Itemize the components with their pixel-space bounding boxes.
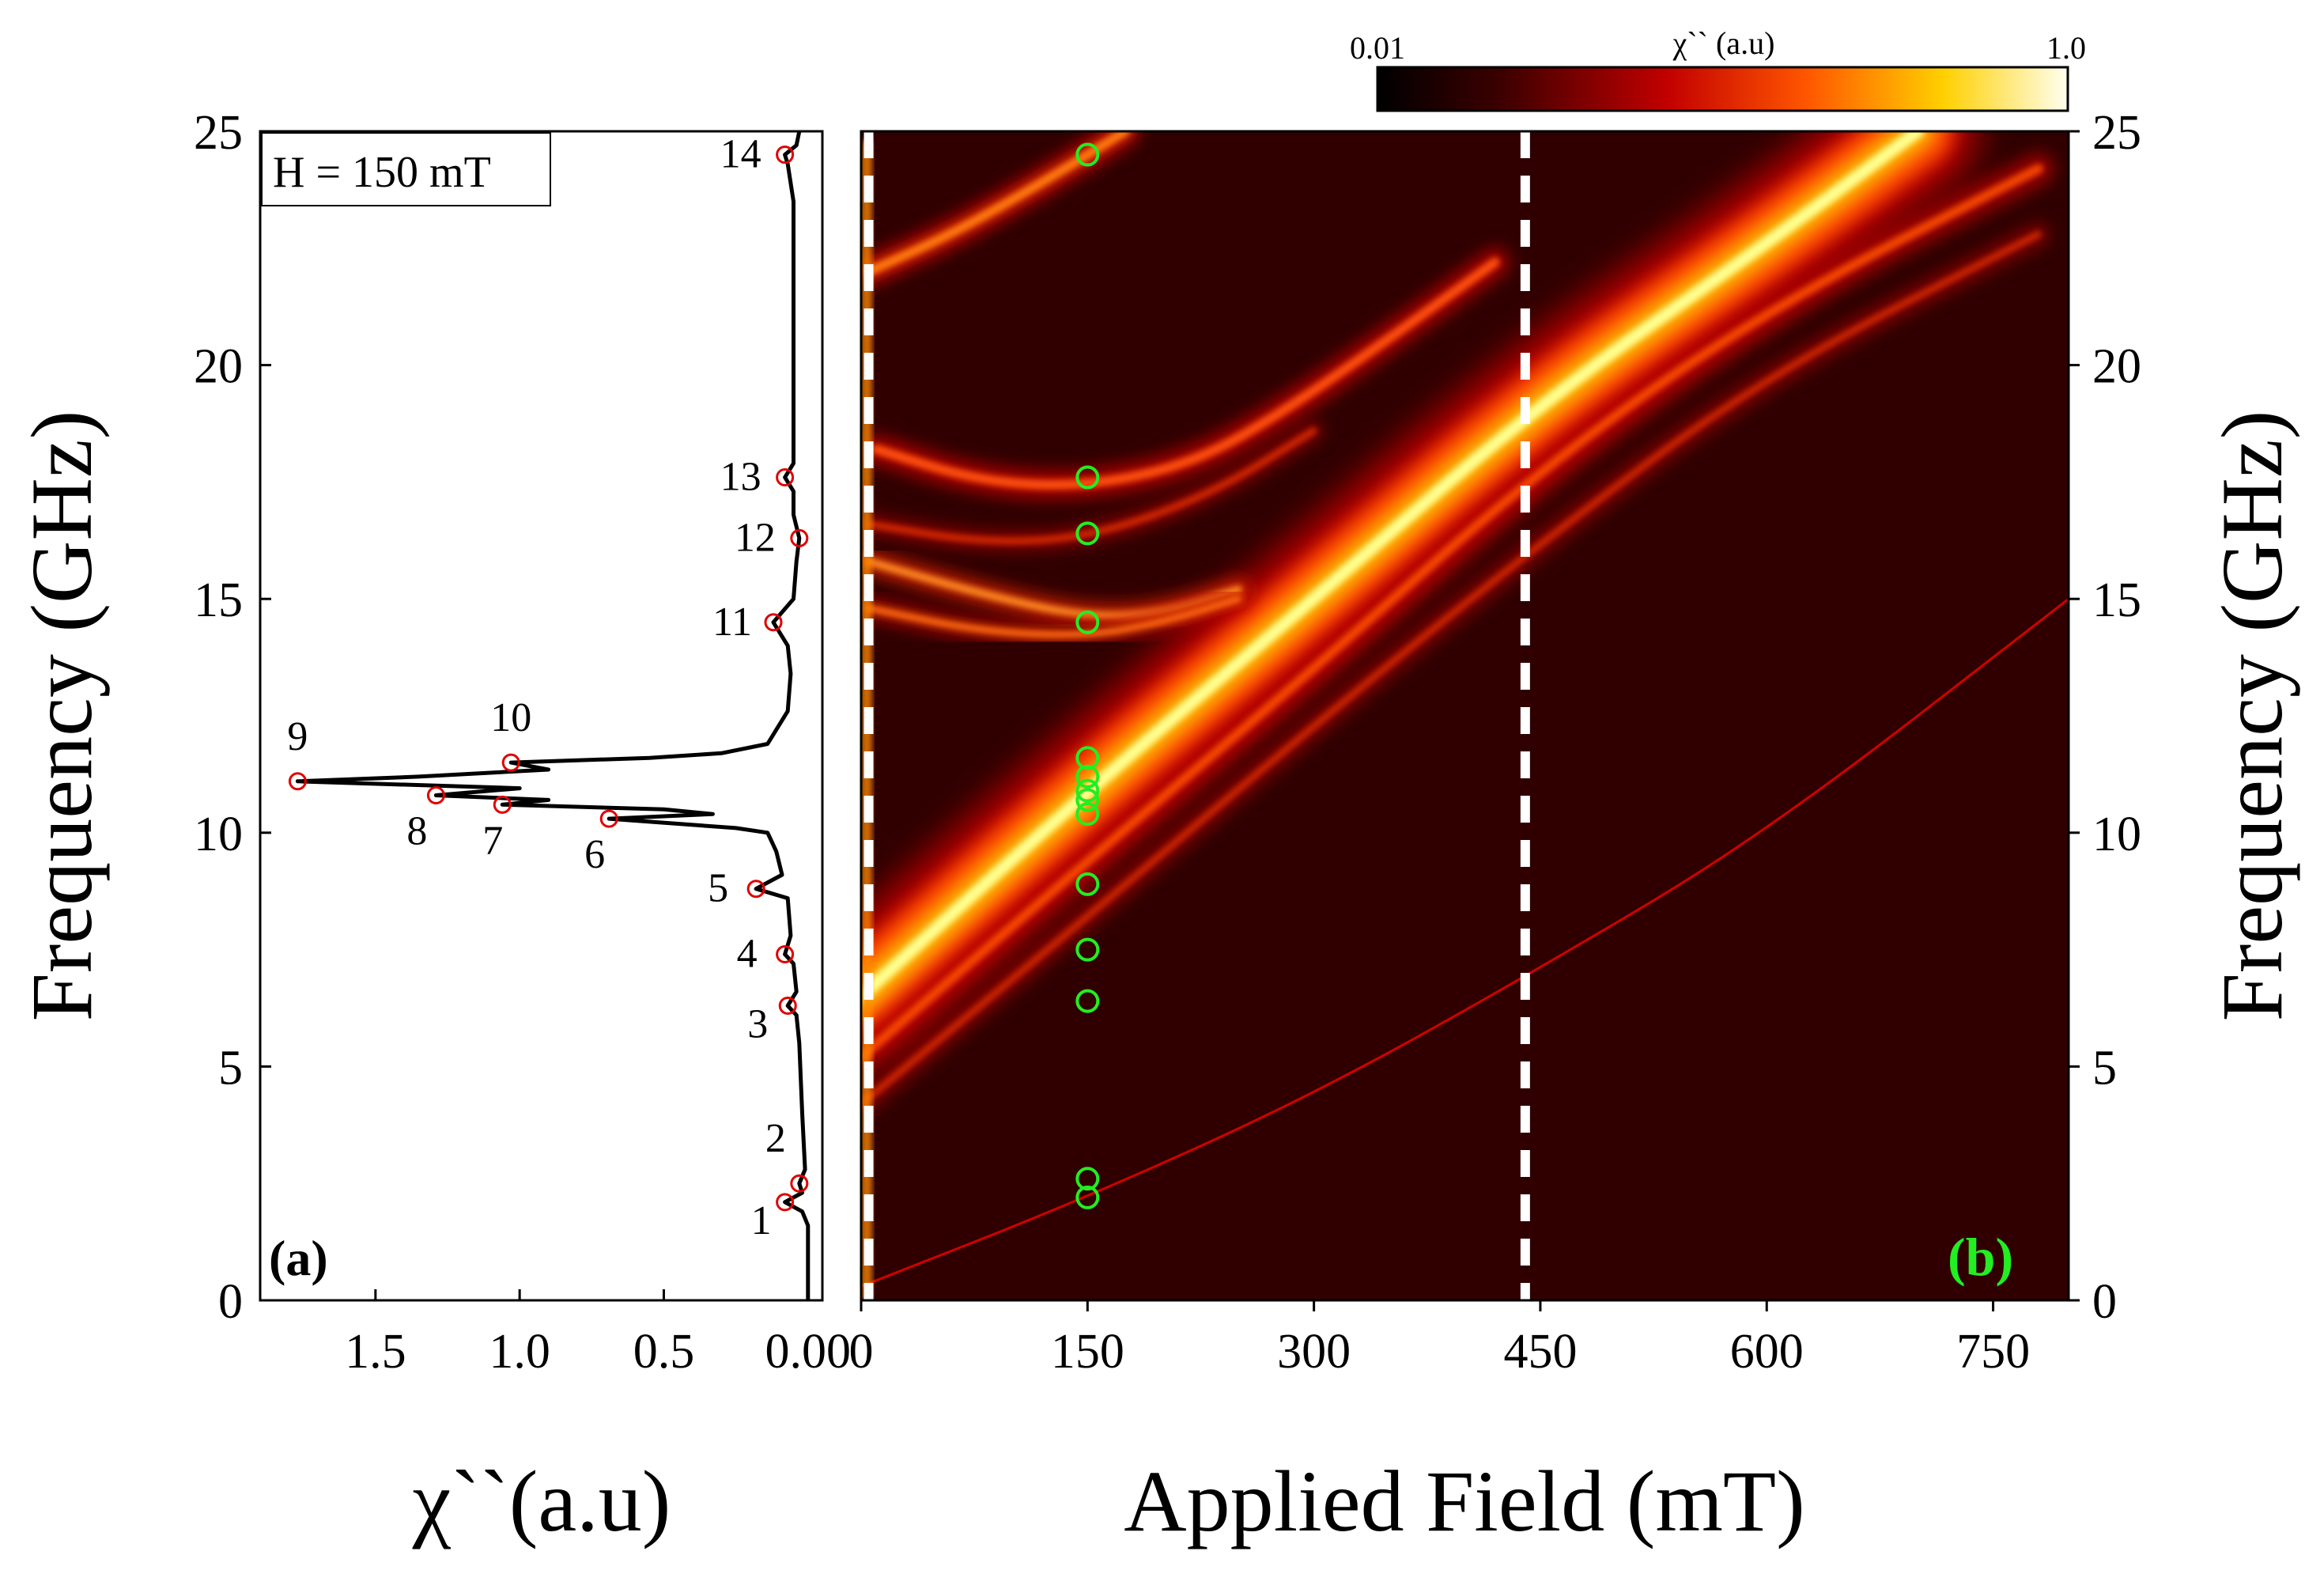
y-tick-label: 0: [2092, 1275, 2117, 1329]
mode-marker: [1075, 521, 1100, 546]
y-tick-label: 25: [194, 106, 243, 160]
chi-spectrum-line: [295, 131, 811, 1300]
mode-marker: [1075, 989, 1100, 1013]
panel-a-y-axis-title: Frequency (GHz): [13, 411, 110, 1022]
x-tick-label: 0.00: [765, 1325, 852, 1379]
peak-label: 10: [490, 695, 531, 740]
peak-label: 5: [708, 866, 728, 911]
mode-marker: [1075, 802, 1100, 827]
mode-marker: [1075, 788, 1100, 812]
peak-label: 11: [712, 600, 752, 645]
peak-marker: [746, 880, 765, 899]
peak-marker: [790, 528, 809, 547]
peak-marker: [790, 1174, 809, 1193]
mode-marker: [1075, 764, 1100, 789]
peak-marker: [776, 146, 795, 165]
heatmap-band-lowest-mode: [861, 597, 2069, 1288]
peak-marker: [776, 1193, 795, 1212]
colorbar-title: χ`` (a.u): [1672, 25, 1775, 61]
colorbar-gradient: [1376, 66, 2069, 112]
colorbar: 0.01 χ`` (a.u) 1.0: [1350, 25, 2086, 112]
y-tick-label: 25: [2092, 106, 2141, 160]
x-tick-label: 300: [1277, 1325, 1351, 1379]
colorbar-max-label: 1.0: [2046, 30, 2086, 66]
heatmap-band-mode-14: [861, 588, 1249, 645]
peak-label: 7: [482, 818, 503, 863]
mode-marker: [1075, 1167, 1100, 1191]
heatmap-band-main-mode: [861, 131, 1978, 1056]
heatmap-band-mode-17: [862, 248, 1510, 499]
peak-label: 8: [406, 809, 427, 854]
panel-a-x-axis-title: χ``(a.u): [412, 1453, 671, 1549]
y-tick-label: 10: [194, 808, 243, 861]
heatmap-band-upper-mode-24: [861, 131, 1139, 286]
x-tick-label: 150: [1051, 1325, 1124, 1379]
panel-a-label: (a): [269, 1230, 328, 1286]
x-tick-label: 450: [1503, 1325, 1577, 1379]
heatmap-band-lower-branch: [861, 153, 2054, 1073]
legend-text: H = 150 mT: [273, 148, 491, 197]
panel-b: (b) 0 150 300 450 600 750 0 5 10 15 20 25 Applied …: [849, 25, 2301, 1549]
mode-marker: [1075, 872, 1100, 896]
peak-marker: [288, 772, 307, 791]
peak-marker: [493, 795, 512, 814]
panel-b-y-axis-title: Frequency (GHz): [2204, 411, 2300, 1022]
y-tick-label: 10: [2092, 808, 2141, 861]
y-tick-label: 20: [194, 340, 243, 394]
peak-marker: [778, 997, 797, 1016]
mode-marker: [1075, 1185, 1100, 1209]
y-tick-label: 5: [2092, 1041, 2117, 1095]
mode-marker: [1075, 142, 1100, 167]
peak-marker: [599, 809, 618, 828]
y-tick-label: 20: [2092, 340, 2141, 394]
x-tick-label: 0: [849, 1325, 874, 1379]
peak-label: 12: [735, 515, 776, 560]
peak-label: 1: [751, 1198, 772, 1243]
heatmap-band-lower-branch-2: [861, 223, 2050, 1115]
peak-marker: [426, 786, 445, 805]
y-tick-label: 15: [194, 573, 243, 627]
x-tick-label: 1.0: [489, 1325, 550, 1379]
mode-marker: [1075, 746, 1100, 770]
peak-label: 6: [584, 832, 605, 877]
mode-marker: [1075, 778, 1100, 803]
peak-marker: [501, 753, 520, 772]
peak-marker: [764, 613, 783, 632]
panel-a-frame: [259, 130, 824, 1302]
y-tick-label: 5: [218, 1041, 243, 1095]
peak-label: 3: [747, 1002, 768, 1047]
mode-marker: [1075, 937, 1100, 962]
peak-label: 13: [720, 454, 761, 499]
peak-marker: [776, 945, 795, 964]
y-tick-label: 0: [218, 1275, 243, 1329]
panel-b-frame: [860, 130, 2070, 1302]
peak-label: 4: [737, 932, 758, 977]
peak-marker: [776, 467, 795, 486]
mode-marker: [1075, 465, 1100, 490]
colorbar-min-label: 0.01: [1350, 30, 1405, 66]
peak-label: 9: [287, 714, 308, 759]
peak-label: 2: [765, 1116, 786, 1161]
panel-b-label: (b): [1948, 1227, 2013, 1287]
heatmap-band-mode-16: [861, 422, 1323, 550]
x-tick-label: 1.5: [345, 1325, 406, 1379]
x-tick-label: 0.5: [633, 1325, 695, 1379]
mode-marker: [1075, 610, 1100, 634]
x-tick-label: 600: [1730, 1325, 1804, 1379]
y-tick-label: 15: [2092, 573, 2141, 627]
legend-box: H = 150 mT: [261, 132, 551, 206]
peak-label: 14: [720, 132, 761, 177]
panel-b-x-axis-title: Applied Field (mT): [1124, 1453, 1805, 1549]
x-tick-label: 750: [1956, 1325, 2030, 1379]
